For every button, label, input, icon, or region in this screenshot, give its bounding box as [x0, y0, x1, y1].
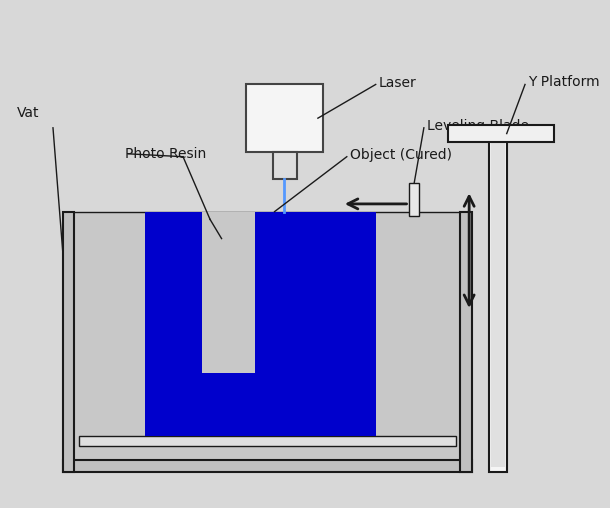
- Text: Laser: Laser: [379, 76, 417, 89]
- Bar: [273, 152, 296, 179]
- Bar: [203, 212, 256, 373]
- Bar: [63, 212, 472, 472]
- Text: Photo Resin: Photo Resin: [125, 147, 206, 161]
- Bar: [246, 84, 323, 152]
- Bar: [74, 212, 461, 460]
- Bar: [491, 133, 505, 467]
- Text: Leveling Blade: Leveling Blade: [427, 119, 529, 133]
- Text: Object (Cured): Object (Cured): [350, 148, 451, 162]
- Bar: [74, 212, 461, 460]
- Text: Vat: Vat: [17, 106, 40, 120]
- Bar: [461, 212, 472, 472]
- Bar: [448, 125, 554, 142]
- Bar: [256, 212, 376, 373]
- Text: Y Platform: Y Platform: [528, 75, 600, 88]
- Bar: [63, 212, 74, 472]
- Bar: [409, 183, 419, 216]
- Bar: [79, 436, 456, 446]
- Bar: [489, 133, 507, 472]
- Bar: [63, 460, 472, 472]
- Bar: [145, 373, 376, 436]
- Bar: [145, 212, 203, 373]
